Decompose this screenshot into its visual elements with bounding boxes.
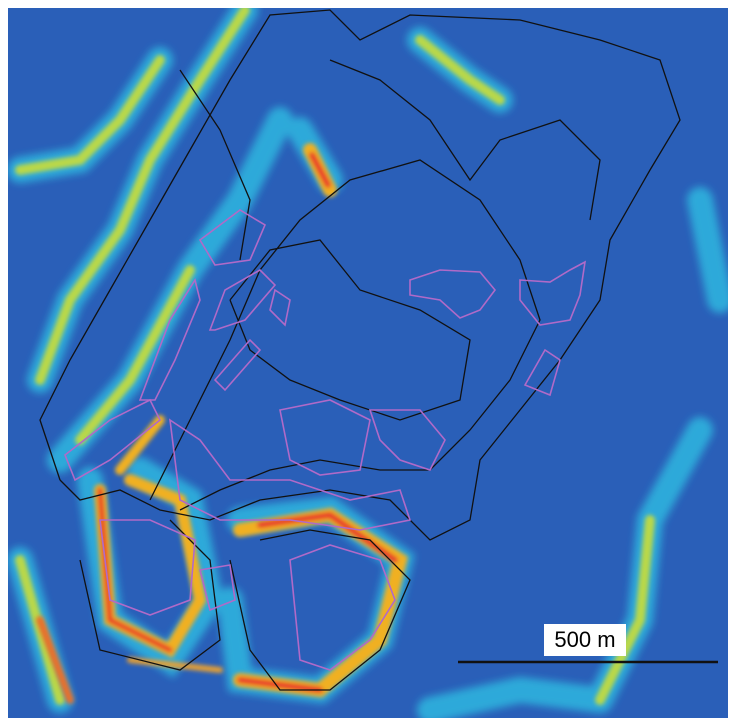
raster: [8, 8, 728, 718]
map: 500 m: [0, 0, 734, 725]
scale-label: 500 m: [554, 627, 615, 652]
page: 500 m (() => { const data = JSON.parse(d…: [0, 0, 734, 725]
